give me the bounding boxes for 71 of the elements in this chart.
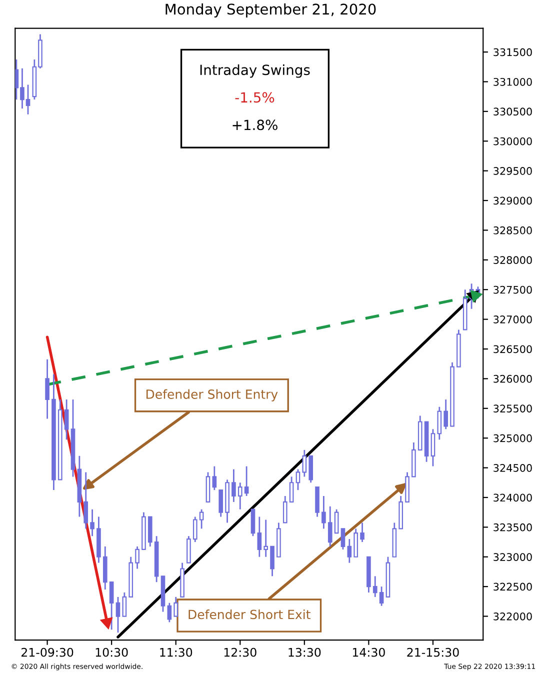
annotation: +1.8%	[232, 120, 278, 130]
candlestick	[282, 495, 288, 524]
candlestick	[302, 449, 307, 478]
y-tick-label: 326500	[494, 345, 532, 354]
candlestick	[90, 508, 94, 537]
x-tick-label: 21-09:30	[22, 648, 74, 657]
candlestick	[372, 575, 378, 598]
y-tick-label: 323500	[494, 523, 532, 532]
candlestick	[270, 546, 274, 577]
candlestick	[64, 398, 69, 440]
y-tick-label: 323000	[494, 553, 532, 561]
candlestick	[296, 468, 300, 491]
candlestick	[437, 406, 442, 440]
y-tick-label: 330000	[494, 137, 532, 146]
chart-title: Monday September 21, 2020	[166, 3, 376, 18]
candlestick	[328, 506, 332, 548]
x-tick-label: 14:30	[352, 648, 385, 657]
candlestick	[232, 468, 236, 503]
candlestick	[347, 538, 352, 564]
candlestick	[109, 581, 114, 630]
x-tick-label: 21-15:30	[407, 648, 459, 657]
y-tick-label: 325000	[494, 434, 532, 442]
candlestick	[244, 466, 249, 497]
y-tick-label: 329000	[494, 196, 532, 205]
x-tick-label: 13:30	[288, 648, 321, 657]
candlestick	[122, 592, 127, 617]
y-tick-label: 327000	[494, 316, 532, 324]
candlestick	[238, 482, 242, 510]
candlestick	[379, 586, 384, 607]
annotation: Defender Short Entry	[146, 389, 278, 402]
candlestick	[334, 508, 339, 534]
y-tick-label: 327500	[494, 286, 532, 294]
candlestick	[192, 516, 198, 543]
candlestick	[340, 528, 346, 550]
annotation: Defender Short Exit	[188, 610, 310, 620]
candlestick	[218, 489, 224, 518]
candlestick	[354, 528, 358, 558]
candlestick	[360, 522, 364, 543]
candlestick	[45, 358, 50, 420]
y-tick-label: 322500	[494, 582, 532, 591]
y-tick-label: 328000	[494, 256, 532, 264]
x-tick-label: 11:30	[160, 648, 192, 657]
candlestick	[289, 476, 294, 503]
candlestick	[250, 508, 256, 537]
y-tick-label: 324000	[494, 494, 532, 502]
candlestick	[84, 472, 88, 530]
candlestick	[186, 535, 191, 564]
y-tick-label: 328500	[494, 226, 532, 234]
y-tick-label: 322000	[494, 612, 532, 620]
candlestick	[430, 428, 436, 467]
candlestick	[257, 516, 262, 558]
y-tick-label: 331500	[494, 48, 532, 56]
candlestick	[167, 602, 172, 623]
y-tick-label: 330500	[494, 108, 532, 116]
y-tick-label: 326000	[494, 374, 532, 383]
candlestick	[116, 596, 120, 634]
y-tick-label: 324500	[494, 464, 532, 472]
x-tick-label: 10:30	[96, 648, 128, 657]
candlestick	[322, 495, 326, 530]
candlestick	[199, 508, 204, 530]
candlestick	[212, 466, 217, 491]
x-tick-label: 12:30	[224, 648, 256, 657]
candlestick	[308, 455, 313, 484]
y-tick-label: 325500	[494, 404, 532, 412]
candlestick	[444, 398, 448, 430]
y-tick-label: 329500	[494, 167, 532, 175]
candlestick	[264, 519, 268, 558]
y-tick-label: 331000	[494, 78, 532, 86]
annotation: Intraday Swings	[200, 64, 310, 78]
annotation: -1.5%	[235, 92, 274, 103]
candlestick	[135, 546, 140, 570]
